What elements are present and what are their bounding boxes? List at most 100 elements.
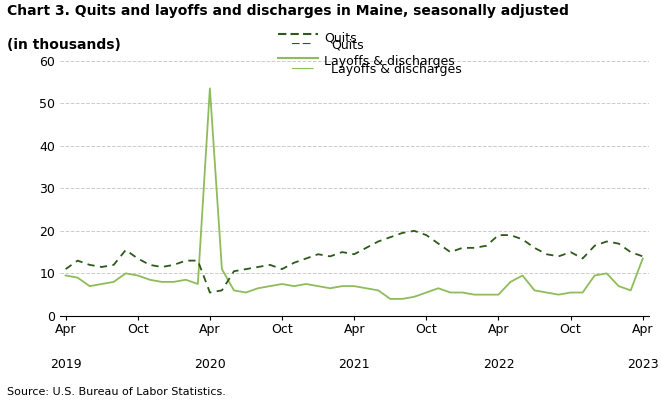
Layoffs & discharges	[374, 288, 382, 293]
Quits	[458, 245, 466, 250]
Layoffs & discharges	[602, 271, 610, 276]
Quits	[530, 245, 538, 250]
Text: 2020: 2020	[194, 358, 226, 371]
Layoffs & discharges	[506, 279, 514, 284]
Quits	[85, 262, 93, 267]
Text: Quits: Quits	[331, 38, 363, 51]
Layoffs & discharges	[230, 288, 238, 293]
Layoffs & discharges	[314, 284, 322, 288]
Layoffs & discharges	[627, 288, 635, 293]
Quits	[591, 243, 598, 248]
Text: Chart 3. Quits and layoffs and discharges in Maine, seasonally adjusted: Chart 3. Quits and layoffs and discharge…	[7, 4, 569, 18]
Text: ─ ─: ─ ─	[291, 38, 310, 51]
Quits	[338, 249, 346, 255]
Layoffs & discharges	[495, 292, 502, 297]
Quits	[518, 237, 526, 242]
Layoffs & discharges	[182, 277, 190, 282]
Quits	[242, 267, 250, 272]
Quits	[278, 267, 286, 272]
Layoffs & discharges	[110, 279, 118, 284]
Quits	[110, 262, 118, 267]
Layoffs & discharges	[639, 256, 647, 261]
Layoffs & discharges	[543, 290, 551, 295]
Quits	[506, 232, 514, 237]
Layoffs & discharges	[555, 292, 563, 297]
Layoffs & discharges	[266, 284, 274, 288]
Quits	[218, 288, 226, 293]
Layoffs & discharges	[98, 281, 106, 286]
Layoffs & discharges	[471, 292, 479, 297]
Layoffs & discharges	[591, 273, 598, 278]
Quits	[314, 252, 322, 257]
Quits	[446, 249, 454, 255]
Layoffs & discharges	[134, 273, 142, 278]
Text: Layoffs & discharges: Layoffs & discharges	[324, 55, 455, 68]
Quits	[206, 290, 214, 295]
Layoffs & discharges	[170, 279, 178, 284]
Quits	[290, 260, 298, 265]
Layoffs & discharges	[399, 296, 406, 301]
Layoffs & discharges	[422, 290, 430, 295]
Layoffs & discharges	[194, 281, 202, 286]
Layoffs & discharges	[218, 267, 226, 272]
Quits	[122, 247, 130, 252]
Quits	[579, 256, 587, 261]
Quits	[73, 258, 81, 263]
Layoffs & discharges	[483, 292, 491, 297]
Layoffs & discharges	[206, 86, 214, 91]
Layoffs & discharges	[362, 286, 370, 291]
Layoffs & discharges	[254, 286, 262, 291]
Quits	[410, 228, 418, 233]
Layoffs & discharges	[615, 284, 623, 288]
Layoffs & discharges	[302, 281, 310, 286]
Layoffs & discharges	[62, 273, 70, 278]
Quits	[326, 254, 334, 259]
Quits	[639, 254, 647, 259]
Text: 2023: 2023	[627, 358, 659, 371]
Quits	[386, 235, 394, 240]
Text: 2019: 2019	[50, 358, 81, 371]
Layoffs & discharges	[290, 284, 298, 288]
Text: ───: ───	[291, 63, 314, 76]
Quits	[399, 230, 406, 235]
Layoffs & discharges	[530, 288, 538, 293]
Layoffs & discharges	[350, 284, 358, 288]
Quits	[602, 239, 610, 244]
Quits	[615, 241, 623, 246]
Layoffs & discharges	[158, 279, 166, 284]
Quits	[266, 262, 274, 267]
Layoffs & discharges	[85, 284, 93, 288]
Quits	[350, 252, 358, 257]
Quits	[158, 264, 166, 269]
Quits	[555, 254, 563, 259]
Quits	[170, 262, 178, 267]
Quits	[434, 241, 442, 246]
Layoffs & discharges	[567, 290, 575, 295]
Quits	[62, 267, 70, 272]
Text: 2021: 2021	[338, 358, 370, 371]
Quits	[495, 232, 502, 237]
Quits	[543, 252, 551, 257]
Quits	[627, 249, 635, 255]
Layoffs & discharges	[326, 286, 334, 291]
Quits	[194, 258, 202, 263]
Text: (in thousands): (in thousands)	[7, 38, 120, 53]
Layoffs & discharges	[73, 275, 81, 280]
Text: Layoffs & discharges: Layoffs & discharges	[331, 63, 462, 76]
Layoffs & discharges	[458, 290, 466, 295]
Layoffs & discharges	[518, 273, 526, 278]
Quits	[483, 243, 491, 248]
Quits	[254, 264, 262, 269]
Text: Quits: Quits	[324, 32, 357, 45]
Layoffs & discharges	[242, 290, 250, 295]
Line: Layoffs & discharges: Layoffs & discharges	[66, 88, 643, 299]
Line: Quits: Quits	[66, 231, 643, 292]
Quits	[471, 245, 479, 250]
Quits	[374, 239, 382, 244]
Quits	[182, 258, 190, 263]
Quits	[98, 264, 106, 269]
Quits	[146, 262, 154, 267]
Layoffs & discharges	[579, 290, 587, 295]
Quits	[230, 269, 238, 274]
Layoffs & discharges	[446, 290, 454, 295]
